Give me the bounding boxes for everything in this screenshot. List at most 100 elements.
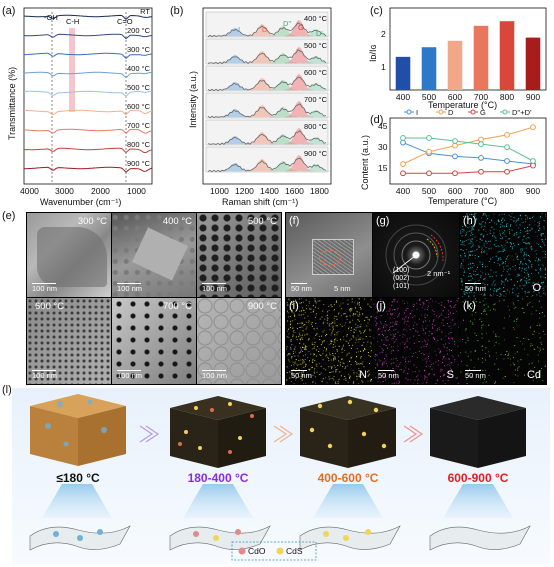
cube-stage-3	[300, 396, 396, 468]
content-point	[478, 141, 484, 147]
ftir-curve-label: 500 °C	[127, 83, 151, 92]
d-ytick-2: 45	[378, 121, 388, 131]
ftir-curve	[23, 109, 153, 116]
a-xtick-3: 1000	[127, 186, 146, 196]
eds-map-cadmium: (k) 50 nm Cd	[459, 297, 547, 385]
band-co: C=O	[117, 17, 133, 26]
ftir-curve-label: RT	[140, 7, 150, 16]
content-point	[478, 136, 484, 143]
ftir-curve	[23, 33, 153, 40]
c-xtick: 600	[448, 92, 462, 102]
panel-f-label: (f)	[289, 215, 300, 227]
legend-entry: D	[448, 108, 454, 117]
legend-cds: CdS	[286, 546, 303, 556]
content-point	[530, 158, 536, 164]
tem-scale-700: 100 nm	[117, 371, 143, 380]
legend-marker	[470, 109, 476, 115]
tem-image-700: 700 °C 100 nm	[111, 297, 197, 385]
tem-image-600: 600 °C 100 nm	[26, 297, 112, 385]
tem-scale-300: 100 nm	[32, 284, 58, 293]
content-point	[504, 168, 510, 175]
content-point	[452, 153, 458, 160]
b-xtick-1: 1200	[235, 186, 254, 196]
raman-temp-label: 700 °C	[304, 95, 328, 104]
d-xlabel: Temperature (°C)	[428, 196, 497, 206]
content-point	[504, 144, 510, 151]
raman-trace	[207, 76, 327, 92]
d-ytick-1: 30	[378, 142, 388, 152]
hrtem-inset	[312, 239, 354, 275]
ftir-curve-label: 600 °C	[127, 102, 151, 111]
band-ch: C-H	[66, 17, 79, 26]
panel-l-label: (l)	[2, 384, 12, 396]
b-xtick-3: 1600	[285, 186, 304, 196]
content-point	[478, 168, 484, 175]
tem-image-400: 400 °C 100 nm	[111, 212, 197, 298]
c-xtick: 900	[526, 92, 540, 102]
pyrolysis-schematic: ≤180 °C 180-400 °C 400-600 °C 600-900 °C…	[12, 388, 550, 564]
stage-label-3: 400-600 °C	[318, 471, 379, 485]
eds-cd-element: Cd	[526, 369, 541, 381]
ratio-bar	[525, 37, 541, 90]
tem-temp-600: 600 °C	[35, 301, 65, 312]
peak-d: D	[262, 25, 268, 34]
content-point	[530, 162, 536, 169]
panel-b-label: (b)	[170, 5, 183, 17]
raman-trace	[207, 103, 327, 119]
a-xtick-1: 3000	[55, 186, 74, 196]
hrtem-image: (f) 50 nm 5 nm	[285, 212, 373, 298]
ratio-bar	[499, 21, 515, 90]
ftir-curve	[24, 166, 153, 173]
d-xtick: 500	[422, 186, 436, 196]
peak-dpp: D''	[283, 19, 292, 28]
hrtem-inset-scale: 5 nm	[334, 284, 351, 293]
eds-o-element: O	[532, 282, 541, 294]
eds-s-scale: 50 nm	[378, 371, 399, 380]
legend-entry: I	[416, 108, 418, 117]
raman-trace	[207, 130, 327, 146]
ratio-bar	[421, 47, 437, 90]
c-ytick-0: 1	[381, 62, 386, 72]
content-point	[400, 135, 406, 141]
eds-signal-dots	[373, 298, 459, 384]
cube-stage-1	[30, 394, 126, 466]
c-xtick: 500	[422, 92, 436, 102]
ratio-bar	[395, 56, 411, 90]
tem-temp-400: 400 °C	[162, 216, 192, 227]
raman-plot: 400 °C 500 °C 600 °C 700 °C 800 °C 900 °C I D…	[188, 7, 332, 207]
content-line-chart: I D G D''+D' 15 30 45 400 500 600 700 800 900 Te…	[360, 108, 547, 206]
a-xtick-0: 4000	[20, 186, 39, 196]
c-xtick: 700	[474, 92, 488, 102]
hrtem-scale: 50 nm	[291, 284, 312, 293]
saed-rings	[385, 224, 447, 286]
raman-temp-label: 500 °C	[304, 41, 328, 50]
panel-a-label: (a)	[2, 5, 15, 17]
ftir-curve	[23, 90, 153, 98]
ftir-curve-label: 300 °C	[127, 45, 151, 54]
eds-signal-dots	[460, 213, 546, 297]
d-ytick-0: 15	[378, 163, 388, 173]
d-xtick: 600	[448, 186, 462, 196]
eds-map-sulfur: (j) 50 nm S	[372, 297, 460, 385]
stage-arrows	[139, 425, 424, 443]
legend-marker	[406, 109, 412, 115]
panel-c-label: (c)	[370, 5, 383, 17]
eds-cd-scale: 50 nm	[465, 371, 486, 380]
c-ylabel: Iᴅ/Iɢ	[368, 45, 378, 63]
tem-image-300: 300 °C 100 nm	[26, 212, 112, 298]
raman-temp-label: 600 °C	[304, 68, 328, 77]
a-xlabel: Wavenumber (cm⁻¹)	[40, 197, 121, 207]
ftir-curve	[24, 52, 153, 60]
content-series-line	[402, 126, 534, 165]
content-point	[504, 131, 510, 138]
d-xtick: 700	[474, 186, 488, 196]
tem-image-500: 500 °C 100 nm	[196, 212, 282, 298]
stage-label-2: 180-400 °C	[188, 471, 249, 485]
panel-j-label: (j)	[376, 300, 386, 312]
panel-d-label: (d)	[370, 114, 383, 126]
ratio-bar	[447, 40, 463, 90]
ftir-curve-label: 700 °C	[127, 121, 151, 130]
ftir-curve	[23, 14, 153, 20]
content-series-line	[402, 142, 534, 165]
raman-temp-label: 900 °C	[304, 149, 328, 158]
